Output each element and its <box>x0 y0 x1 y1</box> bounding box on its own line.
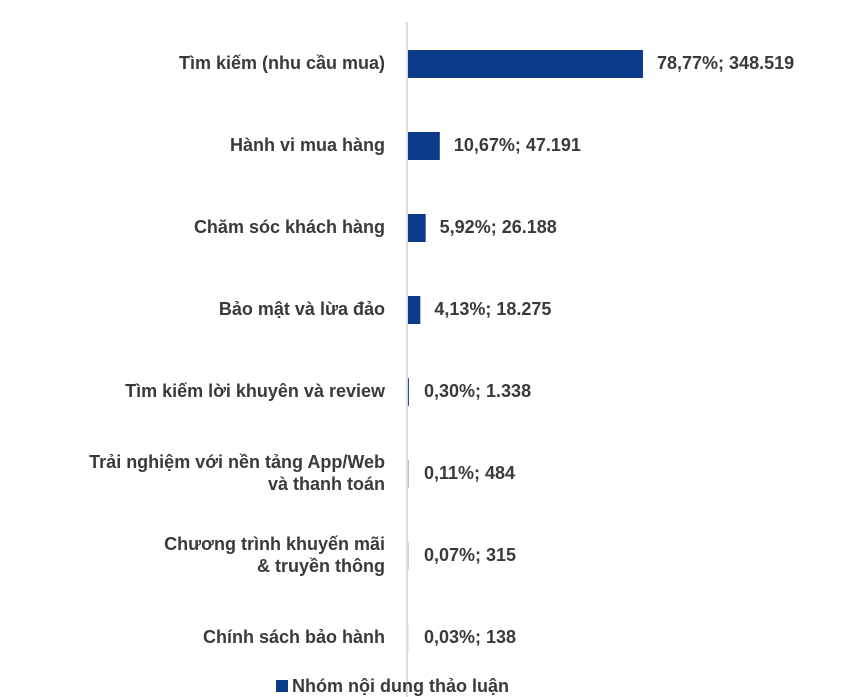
data-label: 0,07%; 315 <box>424 545 516 565</box>
y-tick-label: Tìm kiếm lời khuyên và review <box>125 381 386 401</box>
y-tick-label: Tìm kiếm (nhu cầu mua) <box>179 53 385 73</box>
bar <box>408 378 409 406</box>
data-label: 5,92%; 26.188 <box>440 217 557 237</box>
bar <box>408 296 421 324</box>
y-tick-label: Chương trình khuyến mãi & truyền thông <box>164 534 385 576</box>
y-tick-label: Chăm sóc khách hàng <box>194 217 385 237</box>
data-label: 4,13%; 18.275 <box>434 299 551 319</box>
data-label: 10,67%; 47.191 <box>454 135 581 155</box>
y-tick-label: Bảo mật và lừa đảo <box>219 299 385 319</box>
bar <box>408 50 643 78</box>
bar <box>408 214 426 242</box>
y-tick-label: Hành vi mua hàng <box>230 135 385 155</box>
y-tick-label: Trải nghiệm với nền tảng App/Web và thanh… <box>89 452 385 494</box>
data-label: 0,03%; 138 <box>424 627 516 647</box>
data-label: 78,77%; 348.519 <box>657 53 794 73</box>
bar <box>408 132 440 160</box>
data-label: 0,11%; 484 <box>424 463 515 483</box>
data-label: 0,30%; 1.338 <box>424 381 531 401</box>
legend-swatch <box>276 680 288 692</box>
legend-label: Nhóm nội dung thảo luận <box>292 676 509 696</box>
y-tick-label: Chính sách bảo hành <box>203 627 385 647</box>
